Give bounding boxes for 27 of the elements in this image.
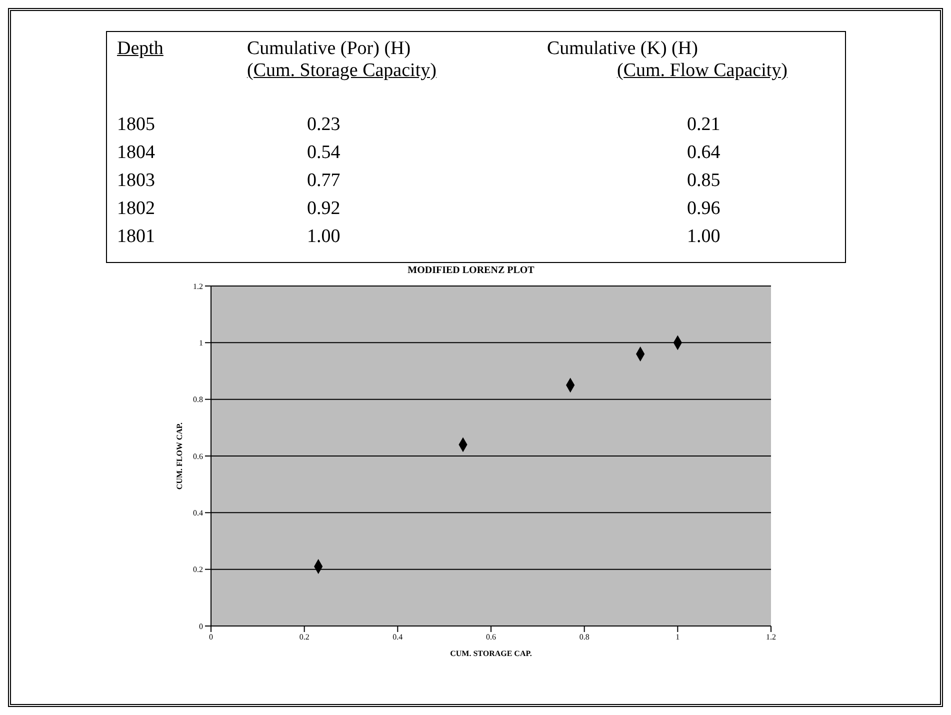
x-tick-label: 1 bbox=[676, 632, 680, 642]
x-tick-label: 0.2 bbox=[299, 632, 310, 642]
x-tick-label: 0.6 bbox=[486, 632, 496, 642]
x-tick-label: 0.4 bbox=[392, 632, 403, 642]
text: (Cum. Storage Capacity) bbox=[247, 60, 436, 82]
x-axis-title: CUM. STORAGE CAP. bbox=[450, 649, 532, 658]
x-tick-label: 1.2 bbox=[766, 632, 776, 642]
text: 1802 0.92 0.96 bbox=[117, 198, 720, 219]
y-tick-label: 1.2 bbox=[193, 282, 203, 291]
text: 1803 0.77 0.85 bbox=[117, 170, 720, 191]
text: Cumulative (K) (H) bbox=[547, 38, 698, 60]
x-tick-label: 0.8 bbox=[579, 632, 590, 642]
text: Depth bbox=[117, 38, 164, 60]
chart-title: MODIFIED LORENZ PLOT bbox=[406, 264, 536, 276]
text: 1804 0.54 0.64 bbox=[117, 142, 720, 163]
y-axis-title: CUM. FLOW CAP. bbox=[174, 422, 184, 490]
y-tick-label: 0 bbox=[199, 622, 203, 631]
text: (Cum. Flow Capacity) bbox=[617, 60, 788, 82]
text: 1801 1.00 1.00 bbox=[117, 226, 720, 247]
text: 1805 0.23 0.21 bbox=[117, 114, 720, 135]
y-tick-label: 0.2 bbox=[193, 565, 203, 574]
y-tick-label: 0.4 bbox=[193, 508, 203, 518]
y-tick-label: 0.8 bbox=[193, 395, 203, 404]
y-tick-label: 1 bbox=[199, 338, 203, 348]
text: Cumulative (Por) (H) bbox=[247, 38, 411, 60]
y-tick-label: 0.6 bbox=[193, 452, 203, 461]
x-tick-label: 0 bbox=[209, 632, 213, 642]
